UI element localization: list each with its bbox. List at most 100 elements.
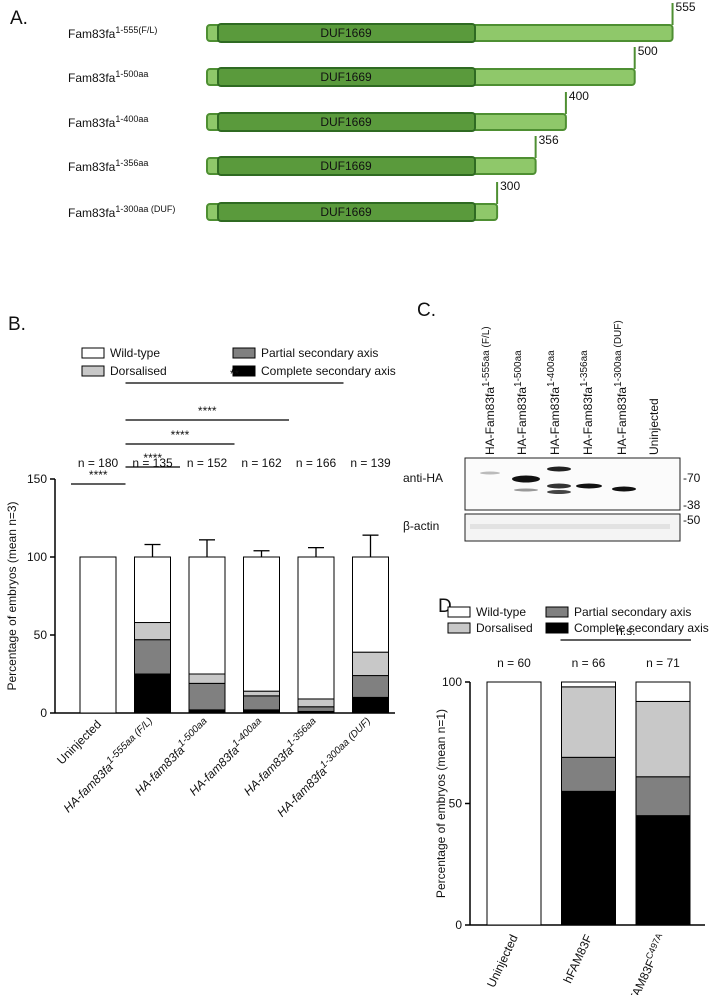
legend-swatch [81,365,105,377]
legend-swatch [81,347,105,359]
band [512,475,540,483]
y-tick-label: 50 [449,797,463,811]
construct-name-base: Fam83fa [68,206,116,220]
marker-label: -38 [683,498,701,512]
construct-name-sup: 1-300aa (DUF) [115,204,175,214]
bar-segment [561,756,616,792]
bar-segment [188,673,226,684]
lane-label: HA-Fam83fa1-555aa (F/L) [481,326,498,455]
construct-name-base: Fam83fa [68,27,116,41]
length-label: 555 [676,0,696,14]
y-tick-label: 0 [40,706,47,720]
domain-label: DUF1669 [320,115,372,129]
bar-segment [243,695,280,711]
legend-swatch [447,622,471,634]
bar-segment [243,556,280,692]
bar-segment [188,556,226,675]
lane-label-base: HA-Fam83fa [548,387,562,455]
construct-name: Fam83fa1-356aa [68,158,148,174]
legend-label: Dorsalised [110,364,167,378]
x-tick-label-base: Uninjected [484,932,521,989]
x-tick-label-sup: 1-500aa [176,715,210,749]
lane-label: HA-Fam83fa1-300aa (DUF) [613,320,630,455]
lane-label-sup: 1-300aa (DUF) [613,320,624,387]
significance-label: **** [171,428,190,442]
y-tick-label: 150 [27,472,47,486]
domain [217,23,476,43]
x-tick-label: HA-fam83fa1-300aa (DUF) [273,715,377,819]
lane-label-sup: 1-400aa [546,350,557,387]
bar-segment [134,673,171,714]
x-tick-label-sup: 1-400aa [230,715,264,749]
x-tick-label-base: HA-fam83fa [61,760,116,815]
construct-name-sup: 1-500aa [115,69,148,79]
n-label: n = 180 [78,456,119,470]
y-axis-label: Percentage of embryos (mean n=3) [5,501,19,690]
blot-anti-ha [464,457,681,511]
bar-segment [134,639,171,675]
lane-label: HA-Fam83fa1-500aa [513,350,530,455]
x-tick-label-base: Uninjected [54,717,104,767]
legend-swatch [545,606,569,618]
row-label: β-actin [403,519,439,533]
y-axis-label: Percentage of embryos (mean n=1) [434,709,448,898]
lane-label-base: HA-Fam83fa [615,387,629,455]
domain [217,67,476,87]
construct-name-sup: 1-356aa [115,158,148,168]
n-label: n = 166 [296,456,337,470]
x-tick-label-sup: 1-555aa (F/L) [104,715,155,766]
legend-label: Partial secondary axis [574,605,691,619]
x-tick-label-base: hFAM83F [561,932,596,985]
bar-segment [561,686,616,758]
construct-name: Fam83fa1-400aa [68,114,148,130]
lane-label-base: HA-Fam83fa [483,387,497,455]
panel-label: B. [8,314,26,335]
band [514,488,538,492]
bar-segment [352,696,389,714]
y-tick-label: 0 [455,918,462,932]
row-label: anti-HA [403,471,443,485]
x-tick-label-base: HA-fam83fa [274,764,329,819]
x-tick-label-base: HA-fam83fa [241,743,296,798]
blot [464,457,681,542]
bar-segment [134,556,171,624]
legend-swatch [545,622,569,634]
legend-swatch [232,365,256,377]
bar-segment [635,681,691,702]
construct-name-base: Fam83fa [68,116,116,130]
band [576,483,602,489]
bar-segment [297,556,335,700]
significance-label: **** [89,468,108,482]
x-tick-label-sup: 1-300aa (DUF) [318,715,373,770]
x-tick-label-base: HA-fam83fa [132,743,187,798]
bar-segment [561,790,616,926]
construct-name-base: Fam83fa [68,71,116,85]
n-label: n = 152 [187,456,228,470]
n-label: n = 162 [241,456,282,470]
y-tick-label: 100 [442,675,462,689]
domain [217,202,476,222]
significance-label: **** [198,404,217,418]
n-label: n = 139 [350,456,391,470]
legend-label: Wild-type [476,605,526,619]
actin-band [470,524,670,529]
legend-label: Partial secondary axis [261,346,378,360]
bar-segment [352,675,389,698]
band [547,490,571,494]
domain [217,156,476,176]
legend-label: Wild-type [110,346,160,360]
lane-label-sup: 1-356aa [579,350,590,387]
x-tick-label: hFAM83F [561,932,596,985]
bar-segment [352,651,389,677]
construct-name: Fam83fa1-300aa (DUF) [68,204,175,220]
n-label: n = 71 [646,656,680,670]
domain-label: DUF1669 [320,159,372,173]
y-tick-label: 100 [27,550,47,564]
x-tick-label-base: HA-fam83fa [186,743,241,798]
panel-label: A. [10,8,28,29]
bar-segment [635,776,691,817]
construct-name-base: Fam83fa [68,160,116,174]
bar-segment [134,622,171,641]
bar-segment [561,681,616,688]
bar-segment [243,690,280,697]
